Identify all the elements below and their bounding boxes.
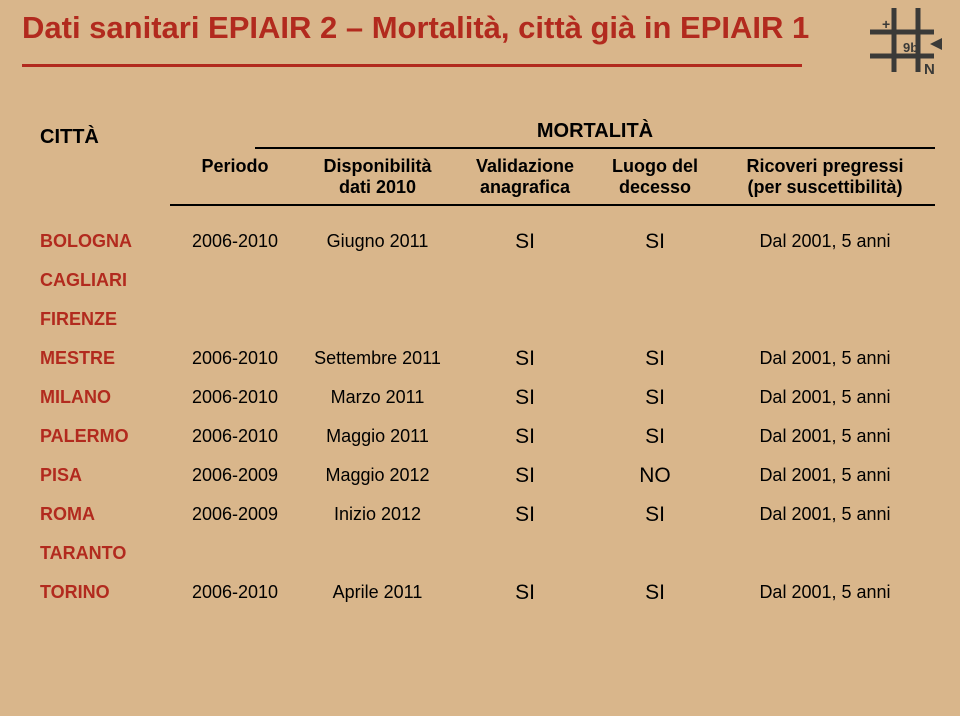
col-ricoveri: Ricoveri pregressi (per suscettibilità): [715, 156, 935, 198]
table-row: MILANO2006-2010Marzo 2011SISIDal 2001, 5…: [40, 378, 935, 417]
city-cell: MESTRE: [40, 348, 170, 369]
luogo-cell: SI: [595, 347, 715, 371]
column-headers: Periodo Disponibilità dati 2010 Validazi…: [170, 156, 935, 206]
city-cell: BOLOGNA: [40, 231, 170, 252]
table-row: TARANTO: [40, 534, 935, 573]
table-row: FIRENZE: [40, 300, 935, 339]
svg-text:+: +: [882, 16, 890, 32]
city-cell: PALERMO: [40, 426, 170, 447]
periodo-cell: 2006-2010: [170, 387, 300, 408]
validazione-cell: SI: [455, 347, 595, 371]
validazione-cell: SI: [455, 503, 595, 527]
city-cell: ROMA: [40, 504, 170, 525]
luogo-cell: NO: [595, 464, 715, 488]
periodo-cell: 2006-2010: [170, 426, 300, 447]
ricoveri-cell: Dal 2001, 5 anni: [715, 426, 935, 447]
table-row: PALERMO2006-2010Maggio 2011SISIDal 2001,…: [40, 417, 935, 456]
validazione-cell: SI: [455, 581, 595, 605]
disponibilita-cell: Giugno 2011: [300, 231, 455, 252]
luogo-cell: SI: [595, 386, 715, 410]
periodo-cell: 2006-2010: [170, 348, 300, 369]
disponibilita-cell: Settembre 2011: [300, 348, 455, 369]
table-body: BOLOGNA2006-2010Giugno 2011SISIDal 2001,…: [40, 222, 935, 612]
ricoveri-cell: Dal 2001, 5 anni: [715, 582, 935, 603]
luogo-cell: SI: [595, 581, 715, 605]
city-cell: FIRENZE: [40, 309, 170, 330]
table-row: PISA2006-2009Maggio 2012SINODal 2001, 5 …: [40, 456, 935, 495]
disponibilita-cell: Maggio 2011: [300, 426, 455, 447]
luogo-cell: SI: [595, 230, 715, 254]
luogo-cell: SI: [595, 425, 715, 449]
table-header: MORTALITÀ CITTÀ Periodo Disponibilità da…: [40, 120, 920, 208]
periodo-cell: 2006-2009: [170, 465, 300, 486]
validazione-cell: SI: [455, 425, 595, 449]
validazione-cell: SI: [455, 230, 595, 254]
table-row: CAGLIARI: [40, 261, 935, 300]
periodo-cell: 2006-2009: [170, 504, 300, 525]
col-periodo-label: Periodo: [201, 156, 268, 176]
city-cell: TORINO: [40, 582, 170, 603]
col-disponibilita: Disponibilità dati 2010: [300, 156, 455, 198]
ricoveri-cell: Dal 2001, 5 anni: [715, 465, 935, 486]
svg-text:9b: 9b: [903, 40, 918, 55]
title-underline: [22, 64, 802, 67]
row-header-citta: CITTÀ: [40, 126, 170, 149]
ricoveri-cell: Dal 2001, 5 anni: [715, 504, 935, 525]
table-row: TORINO2006-2010Aprile 2011SISIDal 2001, …: [40, 573, 935, 612]
city-cell: PISA: [40, 465, 170, 486]
svg-text:N: N: [924, 61, 935, 78]
col-periodo: Periodo: [170, 156, 300, 198]
disponibilita-cell: Marzo 2011: [300, 387, 455, 408]
ricoveri-cell: Dal 2001, 5 anni: [715, 231, 935, 252]
city-cell: MILANO: [40, 387, 170, 408]
disponibilita-cell: Maggio 2012: [300, 465, 455, 486]
corner-logo-icon: + 9b N: [870, 8, 942, 85]
table-row: ROMA2006-2009Inizio 2012SISIDal 2001, 5 …: [40, 495, 935, 534]
city-cell: TARANTO: [40, 543, 170, 564]
luogo-cell: SI: [595, 503, 715, 527]
validazione-cell: SI: [455, 386, 595, 410]
table-row: BOLOGNA2006-2010Giugno 2011SISIDal 2001,…: [40, 222, 935, 261]
periodo-cell: 2006-2010: [170, 231, 300, 252]
ricoveri-cell: Dal 2001, 5 anni: [715, 348, 935, 369]
super-header-mortalita: MORTALITÀ: [255, 120, 935, 149]
disponibilita-cell: Aprile 2011: [300, 582, 455, 603]
ricoveri-cell: Dal 2001, 5 anni: [715, 387, 935, 408]
validazione-cell: SI: [455, 464, 595, 488]
slide-title: Dati sanitari EPIAIR 2 – Mortalità, citt…: [22, 10, 809, 46]
periodo-cell: 2006-2010: [170, 582, 300, 603]
col-validazione: Validazione anagrafica: [455, 156, 595, 198]
city-cell: CAGLIARI: [40, 270, 170, 291]
table-row: MESTRE2006-2010Settembre 2011SISIDal 200…: [40, 339, 935, 378]
disponibilita-cell: Inizio 2012: [300, 504, 455, 525]
col-luogo: Luogo del decesso: [595, 156, 715, 198]
